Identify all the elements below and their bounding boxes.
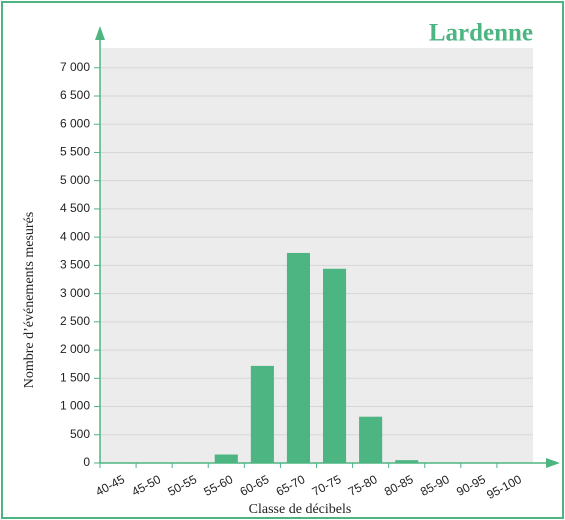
- bar: [286, 252, 311, 463]
- bar: [359, 416, 383, 463]
- y-tick-label: 0: [83, 455, 90, 469]
- y-tick-label: 3 000: [60, 286, 90, 300]
- y-tick-label: 5 000: [60, 173, 90, 187]
- bar: [322, 268, 347, 463]
- y-axis-label: Nombre d’événements mesurés: [22, 212, 37, 389]
- y-tick-label: 5 500: [60, 145, 90, 159]
- y-tick-label: 3 500: [60, 258, 90, 272]
- y-tick-label: 6 000: [60, 116, 90, 130]
- y-tick-label: 500: [70, 427, 90, 441]
- y-tick-label: 1 000: [60, 399, 90, 413]
- y-tick-label: 6 500: [60, 88, 90, 102]
- x-axis-label: Classe de décibels: [249, 502, 352, 517]
- y-tick-label: 4 500: [60, 201, 90, 215]
- y-tick-label: 2 500: [60, 314, 90, 328]
- x-axis-arrow: [546, 458, 560, 468]
- y-axis-arrow: [95, 26, 105, 40]
- chart-title: Lardenne: [429, 20, 533, 47]
- y-tick-label: 4 000: [60, 229, 90, 243]
- y-tick-label: 1 500: [60, 370, 90, 384]
- bar: [214, 454, 238, 463]
- bar: [395, 460, 419, 463]
- plot-area: [100, 48, 533, 463]
- bar: [250, 365, 274, 463]
- y-tick-label: 7 000: [60, 60, 90, 74]
- y-tick-label: 2 000: [60, 342, 90, 356]
